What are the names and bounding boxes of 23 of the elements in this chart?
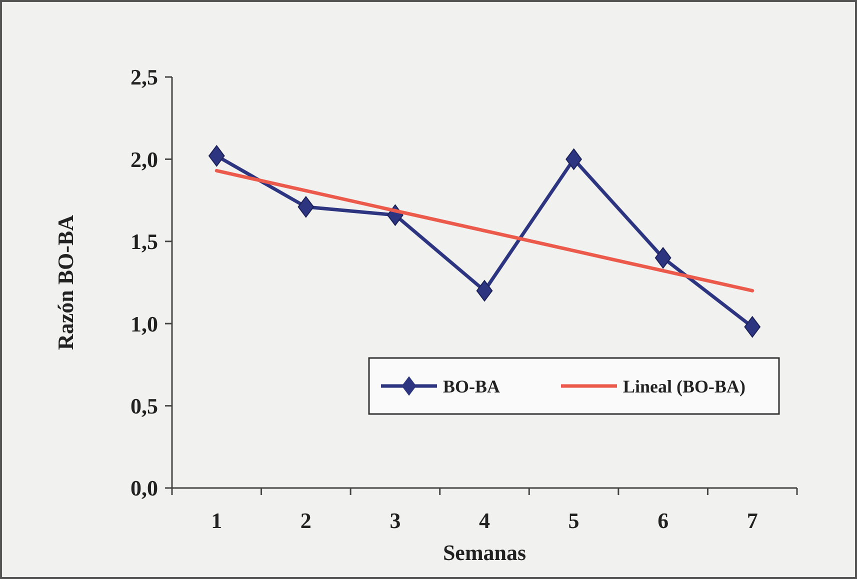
x-tick-label: 2 [300,508,312,533]
point [476,280,493,302]
x-tick-label: 1 [211,508,222,533]
x-axis-title: Semanas [442,540,526,565]
legend-label: Lineal (BO-BA) [623,376,746,396]
y-axis-title: Razón BO-BA [53,214,78,350]
y-tick-label: 0,0 [130,476,158,501]
point [654,247,672,268]
y-tick-label: 2,0 [130,146,158,172]
point [298,196,314,218]
x-tick-label: 6 [658,508,669,533]
point [208,145,225,167]
x-tick-label: 5 [568,508,580,533]
y-tick-label: 1,0 [130,311,158,336]
y-tick-label: 2,5 [130,64,158,90]
x-tick-label: 4 [479,508,490,533]
point [566,148,582,170]
y-tick-label: 1,5 [130,229,158,254]
x-tick-label: 7 [746,508,758,533]
point [744,316,760,338]
legend-label: BO-BA [443,376,500,396]
x-tick-label: 3 [390,508,401,533]
y-tick-label: 0,5 [130,394,158,418]
